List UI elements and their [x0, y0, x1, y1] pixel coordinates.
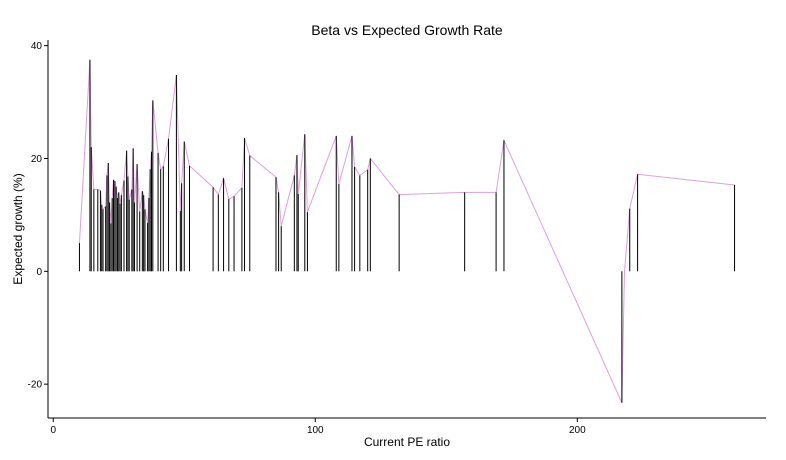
- y-ticks: -20 0 20 40: [28, 41, 48, 391]
- y-tick-label: 40: [31, 41, 43, 52]
- series-line: [78, 59, 735, 403]
- x-tick-label: 0: [50, 425, 56, 436]
- y-tick-label: 20: [31, 154, 43, 165]
- x-tick-label: 100: [307, 425, 324, 436]
- x-axis-label: Current PE ratio: [364, 435, 450, 449]
- x-tick-label: 200: [569, 425, 586, 436]
- y-axis-label: Expected growth (%): [11, 173, 25, 284]
- y-tick-label: -20: [28, 380, 43, 391]
- y-tick-label: 0: [36, 267, 42, 278]
- plot-area: [78, 59, 736, 403]
- x-ticks: 0 100 200: [50, 418, 586, 436]
- chart-title: Beta vs Expected Growth Rate: [311, 22, 503, 38]
